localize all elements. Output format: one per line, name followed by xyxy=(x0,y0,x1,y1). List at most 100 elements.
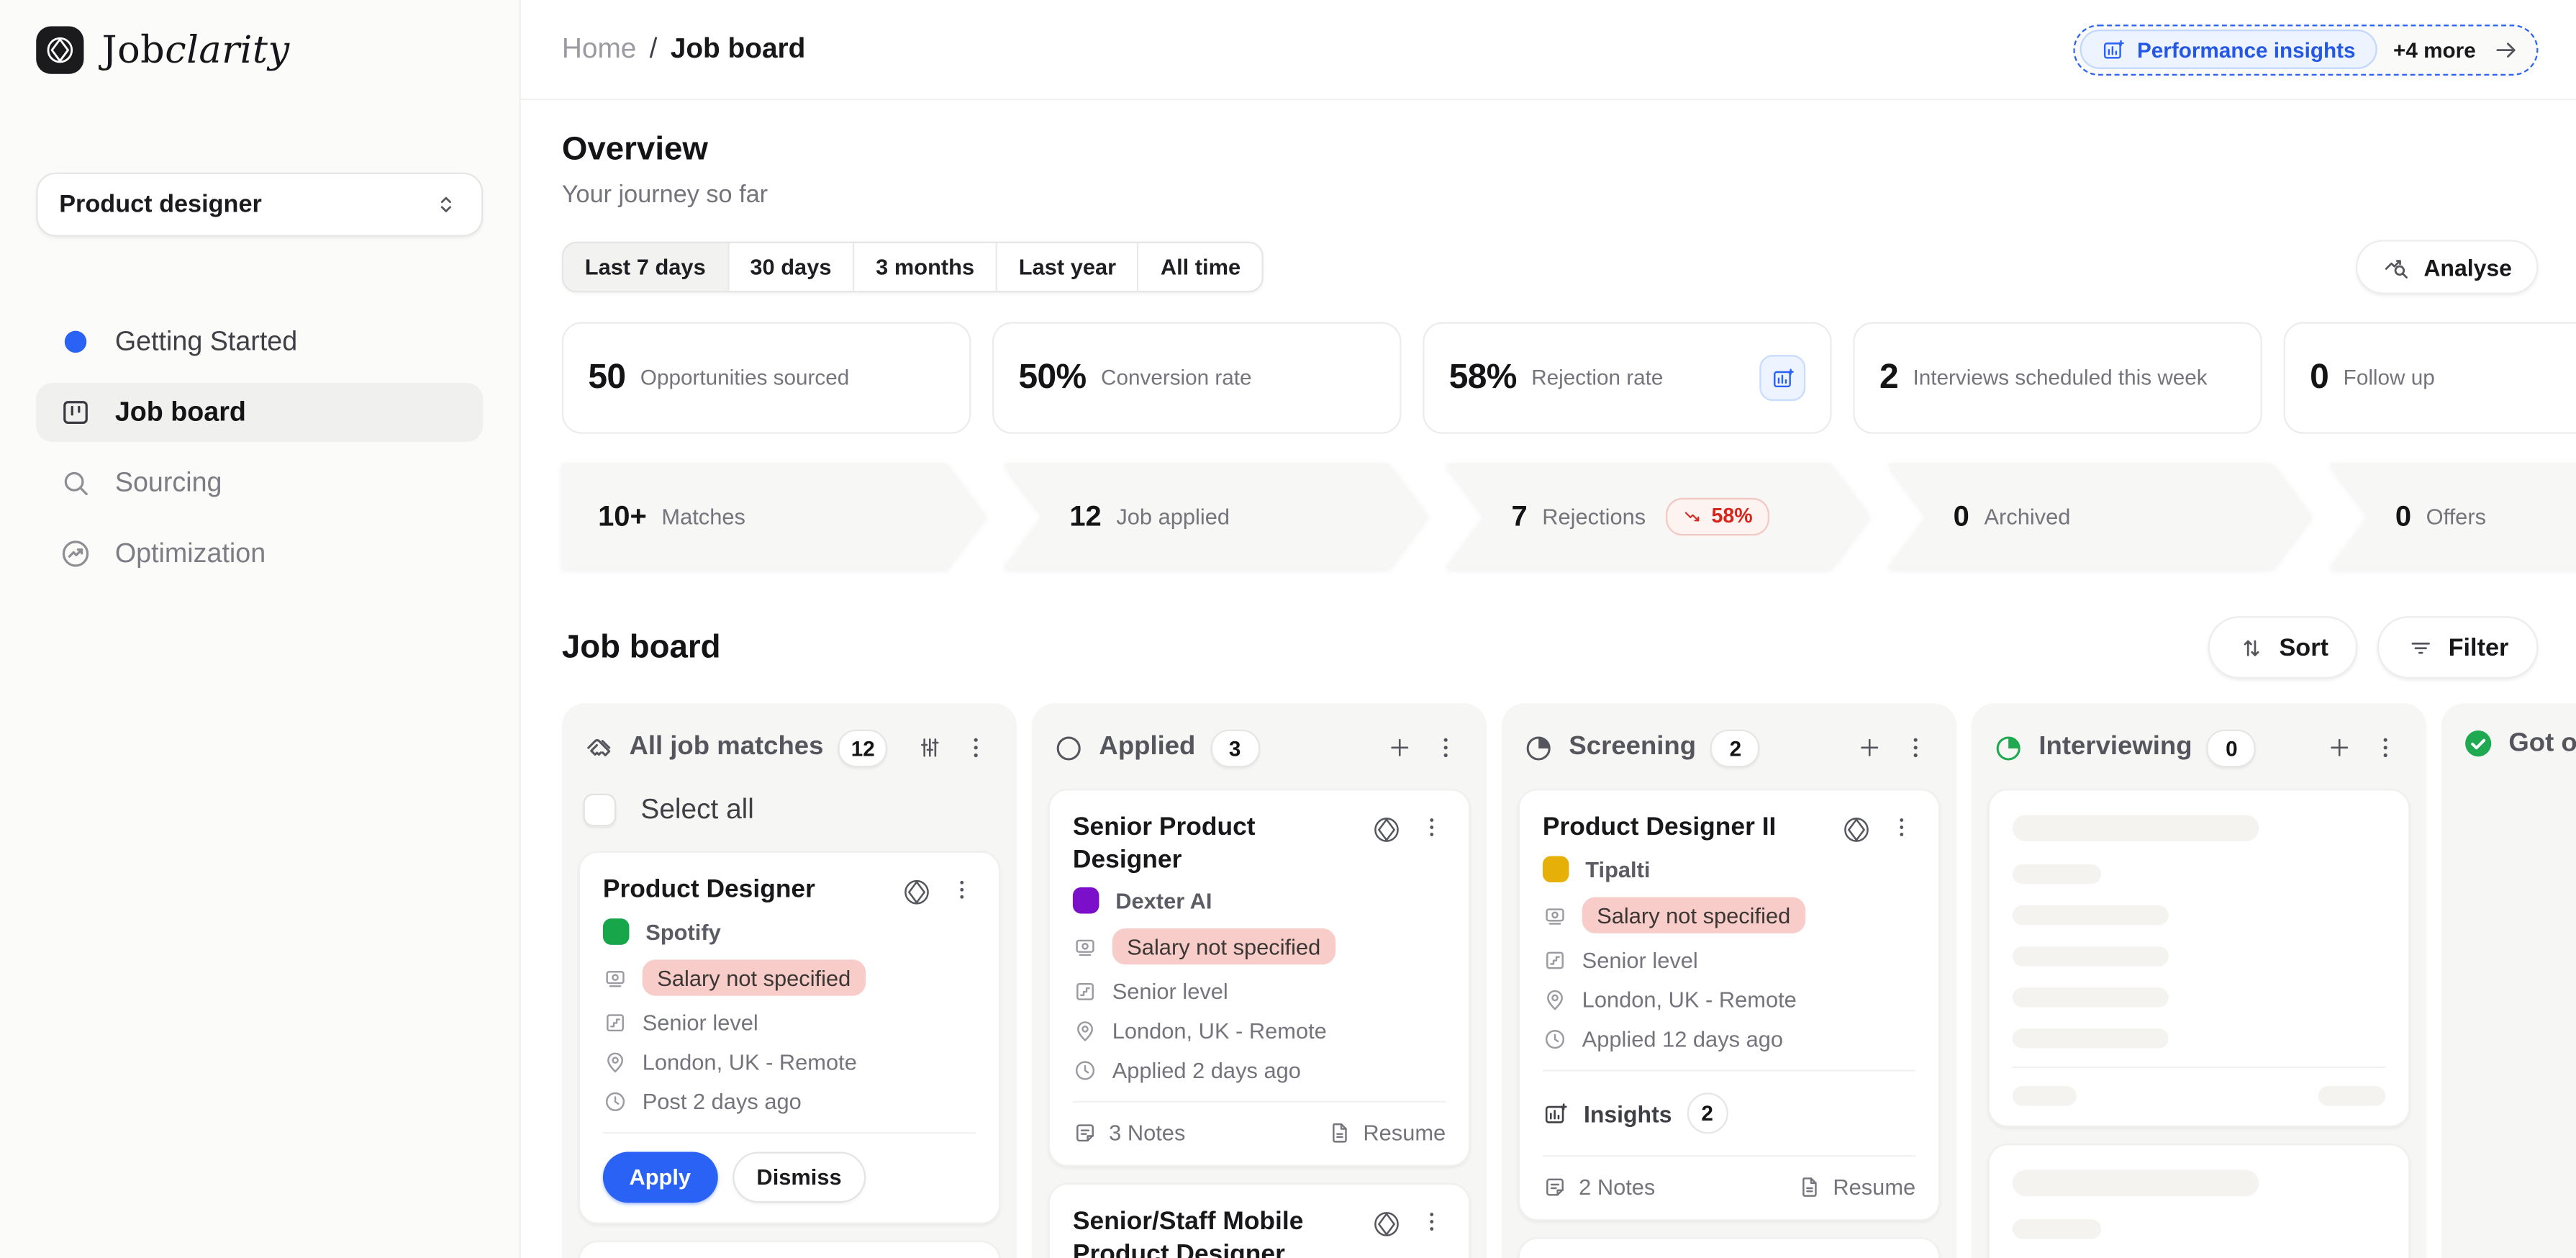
job-card[interactable]: Product Designer Spotify Salary not specif… xyxy=(578,851,1001,1224)
time-filter-all-time[interactable]: All time xyxy=(1139,243,1262,291)
funnel-stage-label: Matches xyxy=(661,503,745,529)
company-mark-icon xyxy=(1370,1208,1403,1241)
funnel-stage-shape[interactable]: 12 Job applied xyxy=(1004,463,1428,569)
time-filter-30-days[interactable]: 30 days xyxy=(728,243,855,291)
role-selector[interactable]: Product designer xyxy=(36,172,484,237)
company-name: Tipalti xyxy=(1585,856,1651,882)
column-menu-button[interactable] xyxy=(1896,728,1936,767)
search-icon xyxy=(59,466,92,499)
add-card-button[interactable] xyxy=(1380,728,1420,767)
funnel-stage: 0 Archived xyxy=(1887,463,2311,569)
sidebar-item-job-board[interactable]: Job board xyxy=(36,382,484,443)
column-settings-button[interactable] xyxy=(910,728,950,767)
funnel-stage: 7 Rejections 58% xyxy=(1446,463,1869,569)
funnel-stage-label: Offers xyxy=(2426,503,2486,529)
dismiss-button[interactable]: Dismiss xyxy=(732,1151,866,1203)
location-icon xyxy=(1073,1019,1097,1044)
kebab-menu-icon xyxy=(1419,815,1443,839)
column-cards: Senior Product Designer Dexter AI Salary n… xyxy=(1048,788,1471,1258)
select-all-checkbox[interactable] xyxy=(583,793,617,827)
funnel-stage-shape[interactable]: 0 Offers xyxy=(2330,463,2576,569)
resume-link[interactable]: Resume xyxy=(1797,1175,1916,1200)
time-filter-last-7-days[interactable]: Last 7 days xyxy=(563,243,729,291)
column-header: Interviewing 0 xyxy=(1988,720,2411,772)
card-menu-button[interactable] xyxy=(1886,813,1915,846)
job-card[interactable]: Senior Product Designer Dexter AI Salary n… xyxy=(1048,788,1471,1167)
column-menu-button[interactable] xyxy=(1426,728,1466,767)
divider xyxy=(1542,1155,1916,1157)
posted-time-row: Applied 12 days ago xyxy=(1543,1027,1915,1051)
stat-value: 58% xyxy=(1448,358,1518,397)
select-all-label: Select all xyxy=(640,793,754,825)
kanban-column-applied: Applied 3 Senior Product Designer Dexter AI… xyxy=(1031,703,1487,1258)
skeleton-card[interactable] xyxy=(1987,1144,2411,1258)
resume-link[interactable]: Resume xyxy=(1327,1121,1446,1146)
breadcrumb-home[interactable]: Home xyxy=(561,32,637,65)
funnel-stage-shape[interactable]: 7 Rejections 58% xyxy=(1446,463,1869,569)
column-menu-button[interactable] xyxy=(2366,728,2405,767)
stat-value: 0 xyxy=(2310,358,2329,397)
notes-link[interactable]: 3 Notes xyxy=(1073,1121,1185,1146)
resume-label: Resume xyxy=(1833,1175,1916,1200)
column-actions xyxy=(2320,728,2405,767)
card-menu-button[interactable] xyxy=(1416,1208,1446,1241)
stat-card: 0 Follow up xyxy=(2283,322,2576,434)
job-card[interactable]: Product DesignerXero£60K - £75KSenior le… xyxy=(1518,1237,1941,1258)
salary-icon xyxy=(603,965,627,990)
performance-insights-pill[interactable]: Performance insights xyxy=(2080,30,2377,69)
sidebar-nav: Getting Started Job board Sourcing Optimiza… xyxy=(36,312,484,584)
skeleton-card[interactable] xyxy=(1987,788,2411,1128)
performance-insights-button[interactable]: Performance insights +4 more xyxy=(2072,24,2539,75)
notes-link[interactable]: 2 Notes xyxy=(1543,1175,1656,1200)
job-card[interactable]: Senior Product DesignerACME IndustriesSa… xyxy=(578,1240,1001,1258)
card-menu-button[interactable] xyxy=(946,876,976,909)
company-mark-icon xyxy=(900,876,933,909)
trend-icon xyxy=(59,538,92,571)
card-menu-button[interactable] xyxy=(1416,813,1446,846)
salary-row: Salary not specified xyxy=(1073,928,1446,965)
funnel-stage-shape[interactable]: 0 Archived xyxy=(1887,463,2311,569)
stat-chart-button[interactable] xyxy=(1759,355,1806,402)
sidebar-item-sourcing[interactable]: Sourcing xyxy=(36,453,483,512)
divider xyxy=(1072,1101,1446,1103)
chevron-updown-icon xyxy=(432,191,460,219)
sort-label: Sort xyxy=(2279,633,2328,661)
company-logo xyxy=(1072,887,1099,915)
apply-button[interactable]: Apply xyxy=(602,1151,717,1203)
insights-row[interactable]: Insights 2 xyxy=(1543,1090,1915,1137)
main-area: Home / Job board Performance insights +4… xyxy=(520,0,2576,1258)
column-menu-button[interactable] xyxy=(956,728,996,767)
job-card[interactable]: Product Designer II Tipalti Salary not spe… xyxy=(1518,788,1941,1221)
rejection-rate-badge: 58% xyxy=(1666,497,1769,535)
resume-label: Resume xyxy=(1363,1121,1446,1146)
funnel-stage-shape[interactable]: 10+ Matches xyxy=(562,463,986,569)
column-header: Screening 2 xyxy=(1518,720,1941,772)
sidebar-item-getting-started[interactable]: Getting Started xyxy=(36,312,483,371)
app-title: Jobclarity xyxy=(101,28,290,72)
skeleton-bar xyxy=(2012,864,2103,884)
analyse-button[interactable]: Analyse xyxy=(2356,240,2539,294)
add-card-button[interactable] xyxy=(1850,728,1890,767)
location-row: London, UK - Remote xyxy=(603,1050,976,1074)
time-filter-last-year[interactable]: Last year xyxy=(997,243,1140,291)
notes-label: 2 Notes xyxy=(1579,1175,1656,1200)
location-icon xyxy=(603,1050,627,1074)
column-cards xyxy=(1987,788,2411,1258)
skeleton-bar xyxy=(2012,987,2169,1008)
app-logo: Jobclarity xyxy=(36,26,483,74)
time-filter-3-months[interactable]: 3 months xyxy=(854,243,998,291)
add-card-button[interactable] xyxy=(2320,728,2359,767)
sidebar-item-optimization[interactable]: Optimization xyxy=(36,524,483,583)
sort-button[interactable]: Sort xyxy=(2208,616,2359,679)
arrow-right-icon xyxy=(2493,35,2521,63)
salary-icon xyxy=(1073,935,1097,959)
stats-row: 50 Opportunities sourced 50% Conversion rat… xyxy=(561,322,2576,434)
posted-time-row: Applied 2 days ago xyxy=(1073,1059,1446,1083)
company-name: Spotify xyxy=(645,919,721,944)
seniority-row: Senior level xyxy=(1073,979,1446,1005)
filter-button[interactable]: Filter xyxy=(2377,616,2539,679)
company-mark-icon xyxy=(1840,813,1873,846)
stat-card: 58% Rejection rate xyxy=(1423,322,1832,434)
job-card[interactable]: Senior/Staff Mobile Product DesignerTrad… xyxy=(1048,1183,1471,1258)
seniority-icon xyxy=(603,1010,627,1035)
